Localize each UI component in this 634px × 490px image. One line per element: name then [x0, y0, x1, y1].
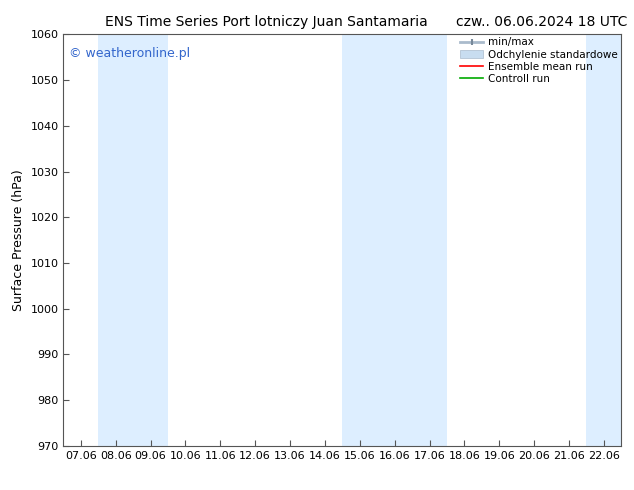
- Bar: [342, 34, 377, 446]
- Bar: [377, 34, 412, 446]
- Bar: [98, 34, 133, 446]
- Text: czw.. 06.06.2024 18 UTC: czw.. 06.06.2024 18 UTC: [456, 15, 628, 29]
- Y-axis label: Surface Pressure (hPa): Surface Pressure (hPa): [12, 169, 25, 311]
- Legend: min/max, Odchylenie standardowe, Ensemble mean run, Controll run: min/max, Odchylenie standardowe, Ensembl…: [460, 37, 618, 84]
- Text: ENS Time Series Port lotniczy Juan Santamaria: ENS Time Series Port lotniczy Juan Santa…: [105, 15, 428, 29]
- Bar: [133, 34, 168, 446]
- Text: © weatheronline.pl: © weatheronline.pl: [69, 47, 190, 60]
- Bar: [586, 34, 621, 446]
- Bar: [412, 34, 447, 446]
